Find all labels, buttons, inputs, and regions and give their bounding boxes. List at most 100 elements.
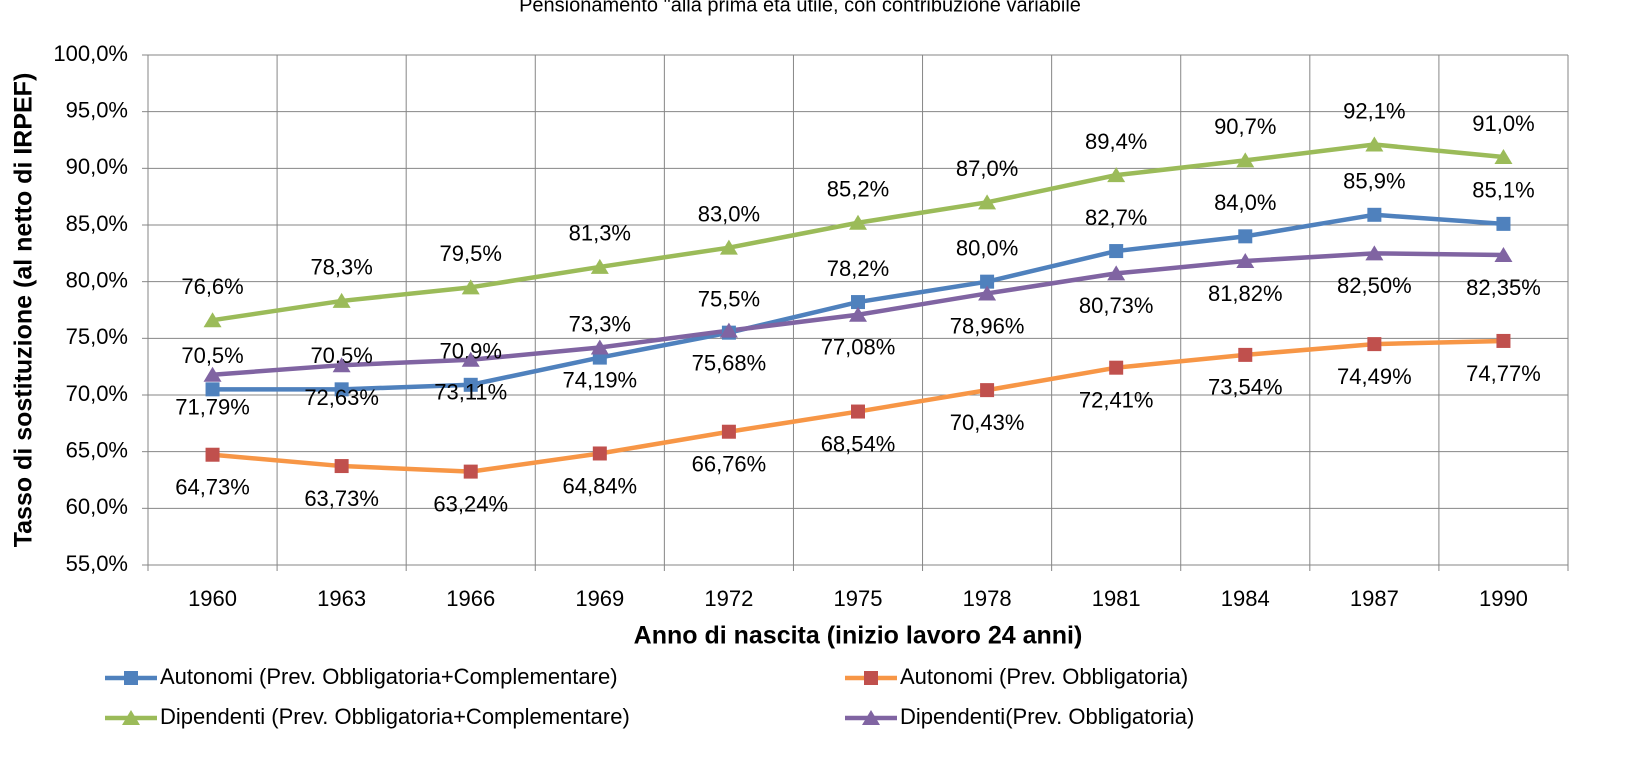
data-label: 92,1% bbox=[1343, 98, 1405, 123]
x-tick-label: 1966 bbox=[446, 586, 495, 611]
point-marker bbox=[592, 446, 607, 461]
point-marker bbox=[334, 459, 349, 474]
point-marker bbox=[1236, 253, 1255, 269]
point-marker bbox=[1107, 265, 1126, 281]
chart-title: Pensionamento "alla prima età utile, con… bbox=[519, 0, 1081, 16]
point-marker bbox=[719, 322, 738, 338]
data-label: 74,77% bbox=[1466, 361, 1541, 386]
data-label: 73,11% bbox=[434, 380, 507, 405]
data-label: 80,73% bbox=[1079, 293, 1154, 318]
legend-marker bbox=[862, 710, 880, 725]
data-label: 82,7% bbox=[1085, 205, 1147, 230]
point-marker bbox=[461, 351, 480, 367]
y-tick-label: 65,0% bbox=[66, 437, 128, 462]
legend-label: Dipendenti (Prev. Obbligatoria+Complemen… bbox=[160, 704, 630, 729]
point-marker bbox=[851, 404, 865, 419]
point-marker bbox=[1238, 347, 1253, 362]
data-label: 73,54% bbox=[1208, 375, 1283, 400]
point-marker bbox=[980, 383, 995, 398]
x-tick-label: 1978 bbox=[963, 586, 1012, 611]
point-marker bbox=[978, 285, 997, 301]
x-tick-label: 1981 bbox=[1092, 586, 1141, 611]
data-label: 79,5% bbox=[440, 241, 502, 266]
y-tick-label: 85,0% bbox=[66, 211, 128, 236]
data-label: 84,0% bbox=[1214, 190, 1276, 215]
data-label: 87,0% bbox=[956, 156, 1018, 181]
data-label: 70,5% bbox=[181, 343, 243, 368]
legend-label: Autonomi (Prev. Obbligatoria+Complementa… bbox=[160, 664, 618, 689]
point-marker bbox=[463, 377, 478, 392]
data-label: 81,3% bbox=[569, 221, 631, 246]
y-tick-label: 95,0% bbox=[66, 97, 128, 122]
data-label: 74,19% bbox=[563, 367, 638, 392]
data-label: 78,2% bbox=[827, 256, 889, 281]
x-tick-label: 1963 bbox=[317, 586, 366, 611]
y-tick-label: 90,0% bbox=[66, 154, 128, 179]
x-tick-label: 1990 bbox=[1479, 586, 1528, 611]
point-marker bbox=[205, 382, 220, 397]
data-label: 63,24% bbox=[433, 491, 508, 516]
point-marker bbox=[980, 274, 995, 289]
data-label: 85,2% bbox=[827, 177, 889, 202]
data-label: 75,68% bbox=[692, 350, 767, 375]
point-marker bbox=[463, 464, 478, 479]
point-marker bbox=[1109, 360, 1124, 375]
point-marker bbox=[590, 258, 609, 274]
data-label: 78,96% bbox=[950, 313, 1025, 338]
point-marker bbox=[851, 295, 865, 310]
data-label: 82,50% bbox=[1337, 273, 1412, 298]
point-marker bbox=[1494, 149, 1513, 164]
point-marker bbox=[332, 357, 351, 373]
point-marker bbox=[1367, 337, 1382, 352]
x-tick-label: 1975 bbox=[834, 586, 883, 611]
data-label: 72,41% bbox=[1079, 387, 1154, 412]
y-tick-label: 60,0% bbox=[66, 494, 128, 519]
point-marker bbox=[334, 382, 349, 397]
point-marker bbox=[203, 312, 222, 328]
y-tick-label: 70,0% bbox=[66, 381, 128, 406]
point-marker bbox=[721, 424, 736, 439]
point-marker bbox=[849, 214, 867, 230]
point-marker bbox=[332, 292, 351, 308]
data-label: 68,54% bbox=[821, 431, 896, 456]
data-label: 63,73% bbox=[304, 486, 379, 511]
data-label: 78,3% bbox=[310, 255, 372, 280]
data-label: 72,63% bbox=[304, 385, 379, 410]
point-marker bbox=[978, 194, 997, 210]
x-tick-label: 1960 bbox=[188, 586, 237, 611]
point-marker bbox=[849, 306, 867, 322]
point-marker bbox=[461, 279, 480, 295]
legend-marker bbox=[122, 710, 140, 725]
point-marker bbox=[1236, 152, 1255, 168]
y-tick-label: 75,0% bbox=[66, 324, 128, 349]
data-label: 64,84% bbox=[563, 473, 638, 498]
point-marker bbox=[1367, 207, 1382, 222]
x-tick-label: 1972 bbox=[704, 586, 753, 611]
point-marker bbox=[1496, 216, 1511, 231]
legend-marker bbox=[124, 671, 138, 685]
data-label: 80,0% bbox=[956, 235, 1018, 260]
point-marker bbox=[1494, 247, 1513, 263]
x-tick-label: 1984 bbox=[1221, 586, 1270, 611]
data-label: 77,08% bbox=[821, 335, 896, 360]
point-marker bbox=[205, 447, 220, 462]
data-label: 76,6% bbox=[181, 274, 243, 299]
point-marker bbox=[590, 339, 609, 355]
point-marker bbox=[1496, 333, 1511, 348]
legend-label: Dipendenti(Prev. Obbligatoria) bbox=[900, 704, 1194, 729]
data-label: 66,76% bbox=[692, 452, 767, 477]
data-label: 75,5% bbox=[698, 286, 760, 311]
data-label: 85,1% bbox=[1472, 178, 1534, 203]
data-label: 74,49% bbox=[1337, 364, 1412, 389]
data-label: 73,3% bbox=[569, 311, 631, 336]
point-marker bbox=[1365, 245, 1384, 261]
point-marker bbox=[1365, 136, 1384, 152]
y-tick-label: 100,0% bbox=[53, 41, 128, 66]
y-tick-label: 80,0% bbox=[66, 267, 128, 292]
data-label: 82,35% bbox=[1466, 275, 1541, 300]
legend-label: Autonomi (Prev. Obbligatoria) bbox=[900, 664, 1188, 689]
x-tick-label: 1987 bbox=[1350, 586, 1399, 611]
data-label: 89,4% bbox=[1085, 129, 1147, 154]
data-label: 71,79% bbox=[175, 395, 250, 420]
